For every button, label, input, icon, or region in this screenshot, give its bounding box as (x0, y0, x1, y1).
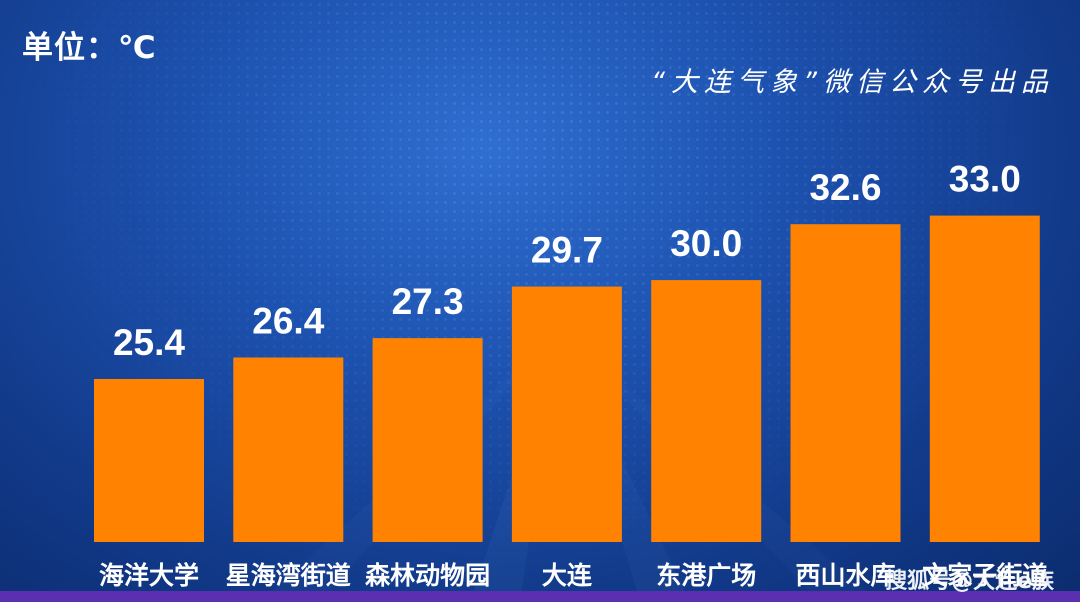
bar-1 (233, 357, 344, 542)
category-label-6: 文家子街道 (922, 561, 1047, 590)
category-label-0: 海洋大学 (99, 561, 199, 590)
value-label-3: 29.7 (531, 230, 603, 271)
category-label-4: 东港广场 (656, 561, 756, 590)
category-label-2: 森林动物园 (365, 561, 490, 590)
bottom-band (0, 591, 1080, 602)
value-label-2: 27.3 (392, 281, 464, 322)
category-label-1: 星海湾街道 (226, 561, 351, 590)
bar-2 (372, 338, 483, 542)
bar-6 (929, 215, 1040, 542)
value-label-0: 25.4 (113, 322, 185, 363)
watermark: 搜狐号@大连e族 (885, 569, 1054, 594)
value-label-6: 33.0 (949, 159, 1021, 200)
bar-5 (790, 224, 901, 542)
category-label-3: 大连 (542, 561, 593, 590)
unit-label: 单位：℃ (22, 30, 157, 66)
category-label-5: 西山水库 (795, 561, 895, 590)
value-label-1: 26.4 (252, 301, 324, 342)
bar-3 (511, 286, 622, 542)
bar-4 (651, 280, 762, 542)
credit-label: “大连气象”微信公众号出品 (651, 67, 1054, 98)
value-label-4: 30.0 (670, 223, 742, 264)
value-label-5: 32.6 (809, 167, 881, 208)
bar-0 (94, 379, 204, 542)
